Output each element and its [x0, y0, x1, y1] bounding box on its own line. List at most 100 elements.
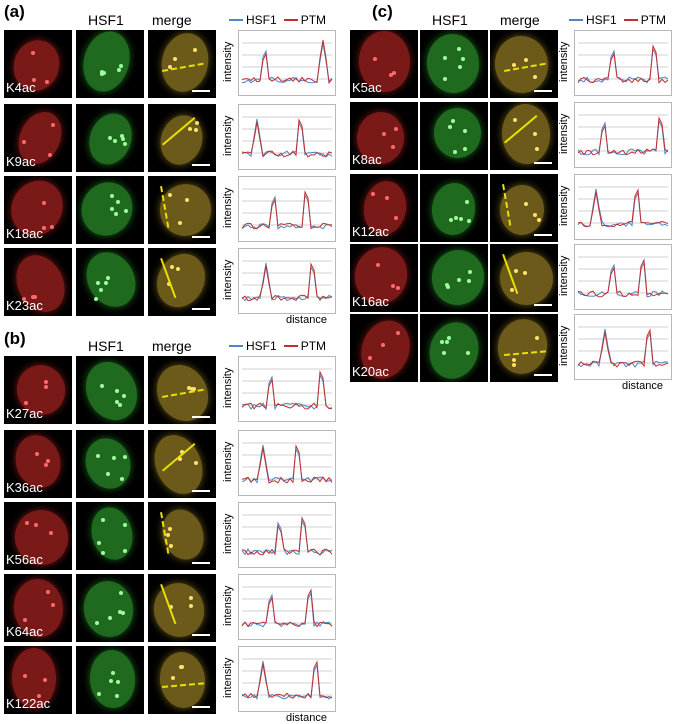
fluorescent-focus	[166, 532, 171, 537]
hsf1-trace	[577, 188, 669, 228]
fluorescent-focus	[43, 380, 48, 385]
fluorescent-focus	[439, 340, 444, 344]
fluorescent-focus	[523, 201, 528, 206]
hsf1-channel-image	[420, 174, 488, 242]
ptm-channel-image: K12ac	[350, 174, 418, 242]
profile-svg	[577, 256, 669, 298]
fluorescent-focus	[371, 191, 376, 196]
y-axis-label: intensity	[222, 259, 234, 300]
fluorescent-focus	[50, 602, 55, 607]
fluorescent-focus	[23, 617, 28, 622]
merge-image	[490, 30, 558, 98]
fluorescent-focus	[121, 137, 126, 142]
hsf1-channel-image	[76, 104, 144, 172]
legend-hsf1-label: HSF1	[586, 13, 617, 27]
scale-bar	[534, 90, 552, 92]
line-profile-plot	[574, 314, 672, 380]
ptm-trace	[241, 660, 333, 699]
fluorescent-focus	[51, 122, 56, 127]
scale-bar	[192, 490, 210, 492]
scale-bar	[534, 234, 552, 236]
ptm-trace	[577, 328, 669, 368]
fluorescent-focus	[167, 193, 172, 198]
cell-nucleus	[429, 180, 478, 238]
y-axis-label: intensity	[558, 325, 570, 366]
merge-image	[148, 176, 216, 244]
panel-b-label: (b)	[4, 329, 26, 348]
fluorescent-focus	[108, 616, 113, 620]
hsf1-trace	[241, 591, 333, 628]
fluorescent-focus	[532, 132, 537, 137]
row-label: K16ac	[352, 294, 389, 309]
scale-bar	[192, 634, 210, 636]
fluorescent-focus	[116, 199, 121, 204]
row-label: K36ac	[6, 480, 43, 495]
fluorescent-focus	[169, 264, 174, 269]
y-axis-label: intensity	[222, 41, 234, 82]
cell-nucleus	[148, 430, 212, 498]
fluorescent-focus	[456, 47, 461, 52]
line-profile-plot	[574, 174, 672, 240]
fluorescent-focus	[442, 351, 447, 356]
fluorescent-focus	[442, 77, 447, 82]
cell-nucleus	[78, 431, 138, 495]
fluorescent-focus	[443, 55, 448, 60]
ptm-trace	[241, 370, 333, 410]
profile-svg	[577, 42, 669, 84]
merge-image	[490, 102, 558, 170]
y-axis-label: intensity	[222, 441, 234, 482]
fluorescent-focus	[465, 350, 470, 355]
profile-svg	[241, 514, 333, 556]
profile-svg	[241, 368, 333, 411]
ptm-channel-image: K8ac	[350, 102, 418, 170]
fluorescent-focus	[537, 218, 542, 223]
fluorescent-focus	[444, 340, 449, 345]
fluorescent-focus	[32, 78, 37, 83]
line-profile-plot	[574, 102, 672, 168]
merge-image	[148, 104, 216, 172]
fluorescent-focus	[122, 142, 127, 147]
fluorescent-focus	[389, 72, 393, 77]
fluorescent-focus	[111, 456, 116, 461]
merge-image	[148, 248, 216, 316]
ptm-channel-image: K5ac	[350, 30, 418, 98]
x-axis-label: distance	[622, 380, 663, 392]
panel-a-label: (a)	[4, 2, 25, 21]
row-label: K4ac	[6, 80, 36, 95]
fluorescent-focus	[467, 219, 472, 224]
fluorescent-focus	[109, 194, 114, 199]
fluorescent-focus	[188, 604, 193, 609]
line-profile-plot	[238, 248, 336, 314]
merge-image	[490, 314, 558, 382]
row-label: K20ac	[352, 364, 389, 379]
legend-ptm-swatch	[283, 345, 298, 347]
legend-hsf1-swatch	[569, 19, 583, 21]
cell-nucleus	[86, 502, 139, 564]
fluorescent-focus	[177, 457, 182, 462]
fluorescent-focus	[37, 693, 42, 698]
line-profile-plot	[238, 176, 336, 242]
row-label: K18ac	[6, 226, 43, 241]
line-profile-plot	[238, 430, 336, 496]
legend-ptm-swatch	[283, 19, 298, 21]
fluorescent-focus	[97, 692, 102, 697]
fluorescent-focus	[447, 125, 452, 130]
hsf1-channel-image	[76, 248, 144, 316]
fluorescent-focus	[454, 215, 459, 220]
fluorescent-focus	[114, 388, 119, 393]
y-axis-label: intensity	[558, 255, 570, 296]
ptm-trace	[241, 588, 333, 628]
fluorescent-focus	[122, 522, 127, 527]
fluorescent-focus	[187, 127, 192, 132]
fluorescent-focus	[101, 550, 106, 555]
fluorescent-focus	[453, 149, 458, 154]
fluorescent-focus	[46, 590, 51, 595]
fluorescent-focus	[380, 342, 385, 347]
ptm-trace	[577, 258, 669, 298]
fluorescent-focus	[48, 530, 53, 535]
fluorescent-focus	[122, 454, 127, 459]
cell-nucleus	[79, 577, 137, 641]
fluorescent-focus	[180, 665, 185, 670]
merge-image	[490, 174, 558, 242]
hsf1-trace	[241, 519, 333, 556]
